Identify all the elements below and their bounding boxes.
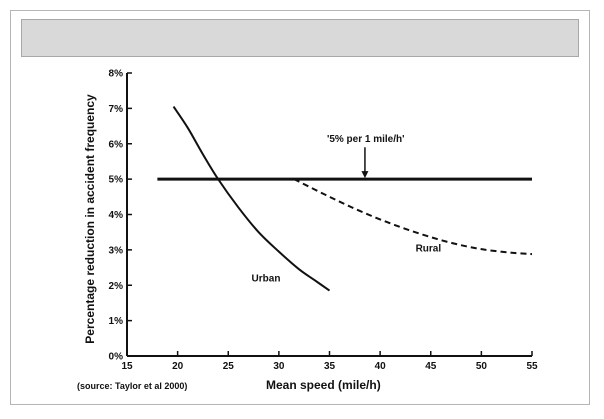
axes: 0% 1% 2% 3% 4% 5% 6% 7% 8% 15 20 25 30 35 40 45 50 55: [109, 69, 538, 373]
x-tick-label: 30: [273, 361, 285, 372]
x-tick-label: 15: [121, 361, 133, 372]
chart-svg: 0% 1% 2% 3% 4% 5% 6% 7% 8% 15 20 25 30 35 40 45 50 55 Urb…: [77, 69, 538, 393]
chart-frame: 0% 1% 2% 3% 4% 5% 6% 7% 8% 15 20 25 30 35 40 45 50 55 Urb…: [10, 10, 590, 405]
y-tick-label: 1%: [109, 316, 124, 327]
x-tick-label: 35: [324, 361, 336, 372]
x-tick-label: 40: [375, 361, 387, 372]
y-tick-label: 3%: [109, 245, 124, 256]
x-axis-title: Mean speed (mile/h): [266, 378, 381, 392]
series-label-urban: Urban: [252, 274, 281, 285]
x-tick-label: 55: [526, 361, 538, 372]
series-label-rural: Rural: [416, 244, 442, 255]
y-tick-label: 5%: [109, 175, 124, 186]
x-tick-label: 45: [425, 361, 437, 372]
series-layer: [157, 106, 533, 292]
source-note: (source: Taylor et al 2000): [77, 381, 187, 391]
y-tick-label: 2%: [109, 281, 124, 292]
x-tick-label: 20: [172, 361, 184, 372]
y-tick-label: 6%: [109, 139, 124, 150]
series-line-urban: [172, 106, 331, 292]
y-tick-label: 7%: [109, 104, 124, 115]
y-tick-label: 8%: [109, 69, 124, 80]
y-axis-title: Percentage reduction in accident frequen…: [83, 94, 97, 344]
labels-layer: Urban Rural '5% per 1 mile/h': [252, 134, 442, 285]
annotation-arrow-head: [361, 171, 369, 179]
y-tick-label: 4%: [109, 210, 124, 221]
x-tick-label: 50: [476, 361, 488, 372]
y-tick-label: 0%: [109, 352, 124, 363]
annotation-label: '5% per 1 mile/h': [327, 134, 405, 145]
x-tick-label: 25: [223, 361, 235, 372]
header-band: [21, 19, 579, 57]
series-line-rural: [293, 178, 533, 256]
